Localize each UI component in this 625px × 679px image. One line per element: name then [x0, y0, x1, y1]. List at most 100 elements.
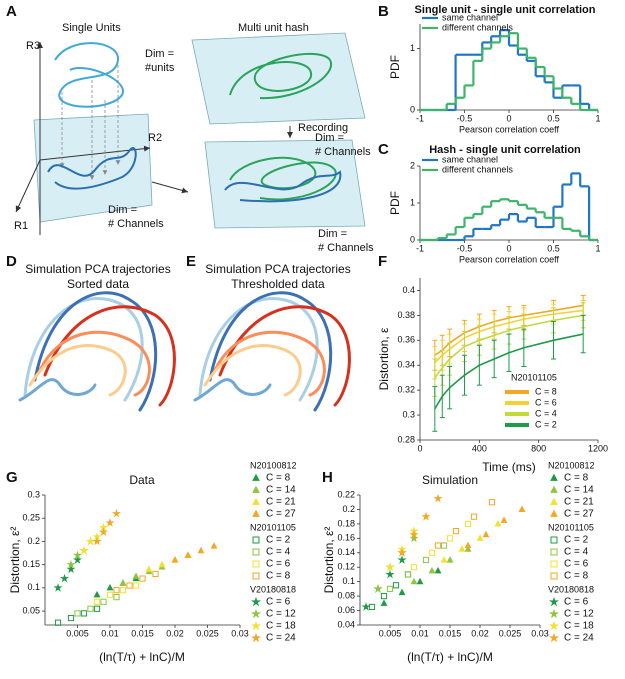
- legend-group-title: V20180818: [250, 584, 296, 594]
- label: # Channels: [108, 218, 164, 230]
- plane: [204, 139, 366, 229]
- legend-swatch: [550, 572, 558, 580]
- x-tick-label: 0.01: [101, 628, 119, 638]
- legend-swatch: [550, 485, 558, 493]
- y-tick-label: 0.16: [337, 533, 355, 543]
- marker: [74, 610, 81, 617]
- marker: [361, 602, 371, 611]
- marker: [410, 577, 418, 585]
- marker: [66, 564, 76, 574]
- axis-r1: [15, 159, 41, 213]
- marker: [93, 590, 101, 598]
- y-tick-label: 0.18: [337, 518, 355, 528]
- title: Simulation PCA trajectories: [205, 262, 350, 276]
- legend-swatch: [550, 548, 558, 556]
- x-tick-label: 0.005: [379, 628, 402, 638]
- x-axis-label: Pearson correlation coeff: [459, 124, 559, 134]
- single-unit-curve: [54, 42, 124, 108]
- chart-title: Hash - single unit correlation: [429, 144, 581, 156]
- y-tick-label: 1: [410, 197, 415, 207]
- marker: [54, 619, 62, 626]
- legend-label: C = 4: [266, 547, 291, 558]
- y-tick-label: 0.34: [397, 360, 415, 370]
- trajectory: [23, 297, 144, 402]
- y-tick-label: 0.2: [27, 536, 40, 546]
- x-tick-label: -0.5: [457, 243, 473, 253]
- legend-label: C = 21: [266, 497, 296, 508]
- legend-label: C = 2: [535, 419, 557, 429]
- legend-label: C = 6: [266, 597, 291, 608]
- marker: [458, 545, 466, 552]
- x-tick-label: -1: [416, 243, 424, 253]
- series-line: [434, 309, 584, 364]
- marker: [434, 542, 442, 549]
- marker: [113, 587, 120, 594]
- marker: [404, 571, 412, 578]
- trajectory: [43, 305, 176, 407]
- marker: [464, 541, 472, 549]
- label: Dim =: [315, 132, 344, 144]
- marker: [428, 549, 436, 556]
- x-axis-label: Pearson correlation coeff: [459, 254, 559, 264]
- legend-label: C = 6: [564, 597, 589, 608]
- marker: [518, 505, 526, 513]
- marker: [446, 535, 454, 542]
- label: # Channels: [315, 146, 371, 158]
- y-axis-label: Distortion, ε²: [322, 527, 336, 594]
- marker: [92, 536, 102, 546]
- panel-label: A: [6, 3, 17, 20]
- marker: [392, 582, 400, 589]
- arrow: [151, 181, 189, 194]
- legend-label: C = 12: [564, 609, 594, 620]
- legend-label: C = 4: [535, 408, 557, 418]
- y-tick-label: 0.14: [337, 547, 355, 557]
- legend-swatch: [550, 497, 558, 505]
- legend-label: different channels: [442, 164, 513, 174]
- x-tick-label: 0.02: [471, 628, 489, 638]
- legend-label: same channel: [442, 154, 498, 164]
- marker: [464, 545, 472, 552]
- chart-title: Data: [129, 473, 155, 487]
- panel-label: E: [186, 253, 196, 270]
- marker: [452, 528, 460, 535]
- label: Recording: [298, 122, 348, 134]
- legend-group-title: N20100812: [548, 460, 595, 470]
- y-tick-label: 0: [410, 234, 415, 244]
- legend-swatch: [548, 620, 560, 631]
- y-tick-label: 0.2: [342, 504, 355, 514]
- chart-title: Single unit - single unit correlation: [415, 4, 596, 16]
- trajectories-d: [18, 291, 176, 412]
- label: Multi unit hash: [238, 22, 309, 34]
- marker: [416, 577, 424, 585]
- legend-group-title: V20180818: [548, 584, 594, 594]
- x-axis-label: Time (ms): [482, 460, 536, 474]
- marker: [494, 519, 502, 527]
- y-tick-label: 0.4: [402, 285, 415, 295]
- y-tick-label: 2: [410, 160, 415, 170]
- marker: [397, 548, 407, 557]
- legend-label: C = 6: [266, 559, 291, 570]
- x-tick-label: 0.02: [166, 628, 184, 638]
- marker: [111, 508, 122, 518]
- x-tick-label: -1: [416, 113, 424, 123]
- marker: [72, 550, 83, 560]
- marker: [119, 587, 127, 594]
- series-line: [434, 333, 584, 410]
- legend-label: C = 2: [266, 535, 291, 546]
- legend-label: C = 8: [266, 473, 291, 484]
- legend-swatch: [548, 608, 560, 619]
- x-tick-label: 0.025: [499, 628, 522, 638]
- marker: [184, 551, 192, 558]
- legend-label: C = 2: [564, 535, 589, 546]
- marker: [93, 598, 101, 605]
- legend-label: C = 6: [564, 559, 589, 570]
- legend-label: C = 14: [266, 485, 296, 496]
- legend-swatch: [250, 608, 262, 619]
- marker: [93, 605, 101, 612]
- legend-swatch: [252, 548, 260, 556]
- y-tick-label: 0.05: [22, 605, 40, 615]
- x-axis-label: (ln(T/τ) + lnC)/M: [407, 650, 493, 664]
- legend-swatch: [252, 497, 260, 505]
- x-tick-label: 0: [506, 113, 511, 123]
- legend-label: different channels: [442, 22, 513, 32]
